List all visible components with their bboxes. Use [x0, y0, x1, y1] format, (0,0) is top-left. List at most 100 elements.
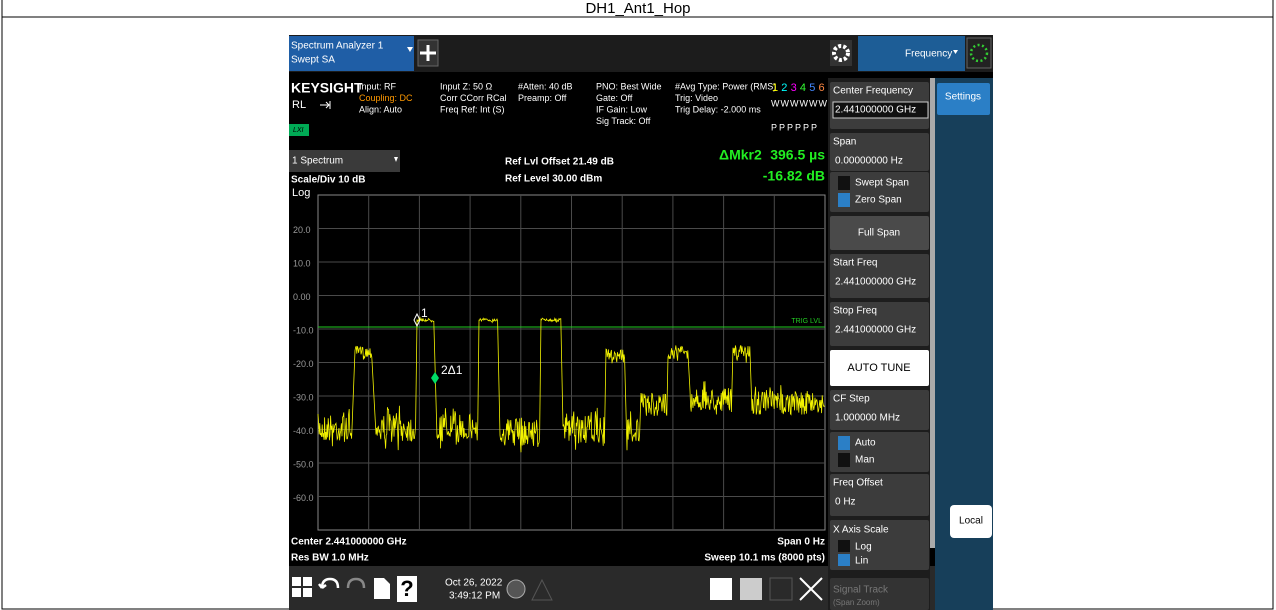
local-button[interactable]	[950, 505, 992, 538]
status-text: Input: RF	[359, 81, 397, 91]
status-text: Gate: Off	[596, 93, 633, 103]
softkey-label: Span	[833, 137, 856, 148]
softkey[interactable]	[830, 133, 929, 171]
alert-icon[interactable]	[531, 578, 553, 601]
instrument-name: Spectrum Analyzer 1	[291, 41, 384, 52]
softkey-label: Stop Freq	[833, 306, 877, 317]
help-button[interactable]	[397, 576, 417, 602]
dropdown-icon	[394, 157, 398, 162]
taskbar-icons[interactable]: ?	[292, 576, 823, 602]
full-span: Full Span	[858, 228, 900, 239]
trace-number: 6	[819, 82, 825, 94]
softkey[interactable]	[830, 578, 929, 610]
menu-name: Frequency	[905, 49, 952, 60]
softkey-value: 2.441000000 GHz	[835, 325, 916, 336]
option: Swept Span	[855, 178, 909, 189]
softkey[interactable]	[830, 254, 929, 298]
marker-x: 396.5 µs	[770, 147, 825, 163]
status-text: Input Z: 50 Ω	[440, 81, 493, 91]
y-label: -20.0	[293, 359, 314, 369]
marker-1	[413, 312, 421, 328]
softkey-value: 1.000000 MHz	[835, 413, 900, 424]
file-icon[interactable]	[374, 578, 390, 599]
dropdown-icon	[953, 50, 958, 54]
status-text: Sig Track: Off	[596, 116, 651, 126]
busy-icon	[969, 43, 989, 63]
status-text: Coupling: DC	[359, 93, 413, 103]
status-text: Corr CCorr RCal	[440, 93, 507, 103]
ref-level: Ref Level 30.00 dBm	[505, 174, 602, 185]
softkey[interactable]	[830, 520, 929, 570]
status-text: IF Gain: Low	[596, 104, 648, 114]
chat-icon[interactable]	[506, 579, 526, 599]
radio	[838, 453, 850, 467]
marker-2	[431, 372, 439, 384]
instrument-mode: Swept SA	[291, 55, 335, 66]
settings-label: Settings	[945, 92, 981, 103]
time: 3:49:12 PM	[449, 591, 500, 602]
softkey-label: CF Step	[833, 394, 870, 405]
y-label: 20.0	[293, 225, 311, 235]
layout-icon[interactable]	[769, 577, 793, 601]
zoom-icon[interactable]	[799, 577, 823, 601]
window-tab[interactable]	[289, 150, 400, 172]
texts: Spectrum Analyzer 1 Swept SA Frequency KEYS…	[291, 41, 983, 607]
auto-tune: AUTO TUNE	[847, 362, 910, 374]
status-text: PNO: Best Wide	[596, 81, 662, 91]
y-label: 0.00	[293, 292, 311, 302]
softkey[interactable]	[830, 172, 929, 212]
scale: Scale/Div 10 dB	[291, 175, 365, 186]
redo-icon[interactable]	[346, 577, 366, 589]
grid	[318, 195, 825, 530]
softkeys	[830, 82, 929, 610]
softkey[interactable]	[830, 432, 929, 472]
windows-icon[interactable]	[292, 577, 312, 597]
help-icon: ?	[400, 576, 413, 601]
plus-icon	[420, 45, 436, 61]
status-text: Trig: Video	[675, 93, 718, 103]
gear-icon	[832, 44, 850, 62]
scrollbar[interactable]	[930, 78, 935, 548]
softkey-value: 0 Hz	[835, 497, 856, 508]
mode: RL	[292, 99, 306, 111]
window-name: 1 Spectrum	[292, 156, 343, 167]
status-text: Preamp: Off	[518, 93, 567, 103]
trace-number: 4	[800, 82, 806, 94]
keypad-icon[interactable]	[710, 578, 732, 600]
marker-y: -16.82 dB	[763, 168, 825, 184]
center: Center 2.441000000 GHz	[291, 537, 407, 548]
softkey-value: 2.441000000 GHz	[835, 277, 916, 288]
option: Man	[855, 455, 874, 466]
softkey-value: 2.441000000 GHz	[835, 105, 916, 116]
status-text: #Atten: 40 dB	[518, 81, 573, 91]
y-label: -50.0	[293, 459, 314, 469]
softkey-label: Start Freq	[833, 258, 877, 269]
ref-offset: Ref Lvl Offset 21.49 dB	[505, 157, 614, 168]
trace	[317, 316, 825, 453]
softkey[interactable]	[830, 216, 929, 250]
span: Span 0 Hz	[777, 537, 825, 548]
radio	[838, 554, 850, 566]
status-text: Freq Ref: Int (S)	[440, 104, 505, 114]
detectors: PPPPPP	[771, 122, 819, 132]
y-label: 10.0	[293, 258, 311, 268]
radio	[838, 176, 850, 190]
touch-icon[interactable]	[740, 578, 762, 600]
softkey[interactable]	[830, 390, 929, 430]
marker-1-label: 1	[421, 306, 428, 320]
settings-tab[interactable]	[937, 83, 990, 115]
brand: KEYSIGHT	[291, 80, 363, 96]
option: Zero Span	[855, 195, 902, 206]
softkey[interactable]	[830, 302, 929, 346]
softkey[interactable]	[830, 350, 929, 386]
menu-tab[interactable]	[858, 36, 965, 71]
softkey-label: Center Frequency	[833, 86, 913, 97]
softkey-label: Freq Offset	[833, 478, 883, 489]
softkey-label: X Axis Scale	[833, 525, 889, 536]
softkey[interactable]	[830, 474, 929, 516]
undo-icon[interactable]	[318, 577, 340, 589]
trace-types: WWWWWW	[771, 98, 828, 108]
instrument-tab[interactable]	[289, 36, 414, 71]
radio	[838, 436, 850, 450]
